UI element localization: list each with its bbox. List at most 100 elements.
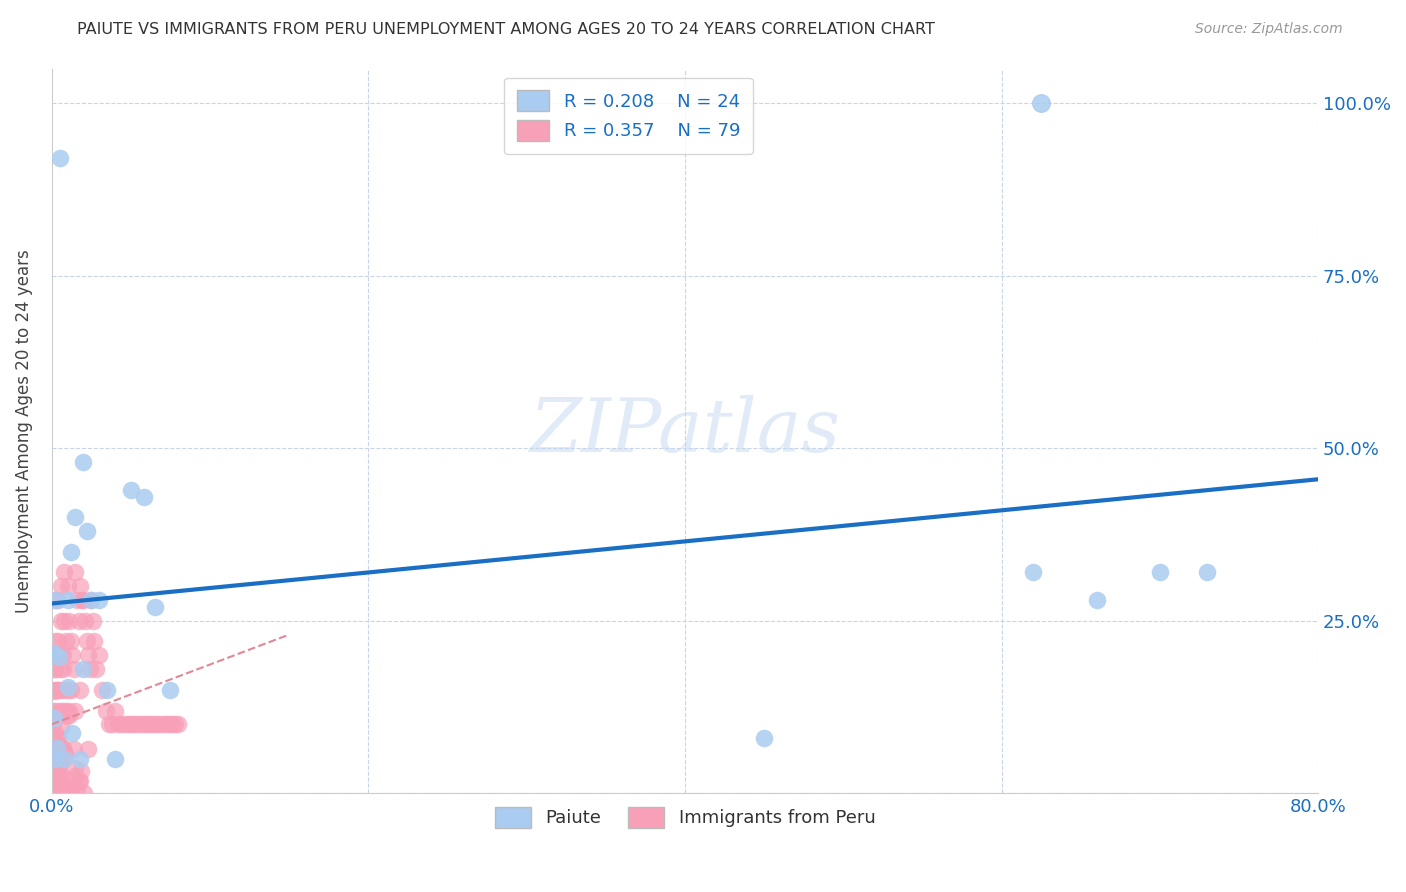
Point [159, 682, 181, 697]
Point [45, 785, 67, 799]
Point [167, 717, 190, 731]
Point [52, 740, 75, 755]
Point [44, 753, 66, 767]
Point [42, 646, 65, 660]
Point [56, 709, 79, 723]
Point [49, 740, 72, 755]
Point [72, 662, 94, 676]
Point [41, 745, 63, 759]
Point [59, 634, 82, 648]
Point [42, 769, 65, 783]
Point [143, 599, 166, 614]
Point [142, 717, 165, 731]
Point [42, 752, 65, 766]
Point [42, 742, 65, 756]
Point [53, 614, 76, 628]
Point [42, 765, 65, 780]
Point [51, 682, 73, 697]
Point [80, 593, 103, 607]
Point [48, 649, 70, 664]
Point [44, 777, 66, 791]
Point [52, 704, 75, 718]
Text: ZIPatlas: ZIPatlas [530, 394, 841, 467]
Point [46, 760, 69, 774]
Point [77, 742, 100, 756]
Point [84, 662, 107, 676]
Point [46, 732, 69, 747]
Point [1149, 566, 1171, 580]
Point [53, 782, 76, 797]
Point [139, 717, 162, 731]
Point [45, 744, 67, 758]
Point [1197, 566, 1219, 580]
Point [65, 566, 87, 580]
Point [51, 781, 73, 796]
Point [44, 752, 66, 766]
Point [65, 704, 87, 718]
Point [53, 747, 76, 761]
Point [58, 614, 80, 628]
Point [69, 682, 91, 697]
Point [44, 779, 66, 793]
Point [80, 593, 103, 607]
Point [48, 756, 70, 771]
Point [53, 566, 76, 580]
Point [72, 455, 94, 469]
Point [132, 717, 155, 731]
Point [72, 593, 94, 607]
Point [45, 648, 67, 663]
Point [76, 524, 98, 538]
Point [52, 781, 75, 796]
Point [46, 780, 69, 794]
Point [42, 684, 65, 698]
Point [45, 764, 67, 779]
Point [120, 717, 142, 731]
Point [52, 662, 75, 676]
Point [94, 704, 117, 718]
Point [46, 682, 69, 697]
Point [148, 717, 170, 731]
Point [104, 752, 127, 766]
Point [44, 593, 66, 607]
Point [44, 682, 66, 697]
Point [46, 775, 69, 789]
Point [160, 717, 183, 731]
Point [145, 717, 167, 731]
Point [52, 648, 75, 663]
Point [132, 490, 155, 504]
Point [42, 711, 65, 725]
Point [42, 731, 65, 745]
Point [46, 756, 69, 770]
Point [48, 771, 70, 785]
Point [41, 756, 63, 771]
Point [48, 769, 70, 783]
Point [45, 770, 67, 784]
Point [45, 738, 67, 752]
Point [56, 593, 79, 607]
Point [129, 717, 152, 731]
Point [44, 779, 66, 793]
Point [44, 726, 66, 740]
Point [69, 579, 91, 593]
Point [56, 682, 79, 697]
Point [101, 717, 124, 731]
Point [49, 784, 72, 798]
Point [46, 785, 69, 799]
Point [46, 770, 69, 784]
Point [48, 648, 70, 663]
Point [45, 763, 67, 777]
Point [157, 717, 180, 731]
Point [59, 784, 82, 798]
Point [77, 648, 100, 663]
Point [56, 680, 79, 694]
Point [70, 764, 93, 779]
Point [55, 704, 77, 718]
Point [114, 717, 136, 731]
Point [48, 780, 70, 795]
Point [135, 717, 157, 731]
Y-axis label: Unemployment Among Ages 20 to 24 years: Unemployment Among Ages 20 to 24 years [15, 249, 32, 613]
Point [107, 717, 129, 731]
Point [46, 740, 69, 755]
Point [58, 707, 80, 722]
Point [72, 786, 94, 800]
